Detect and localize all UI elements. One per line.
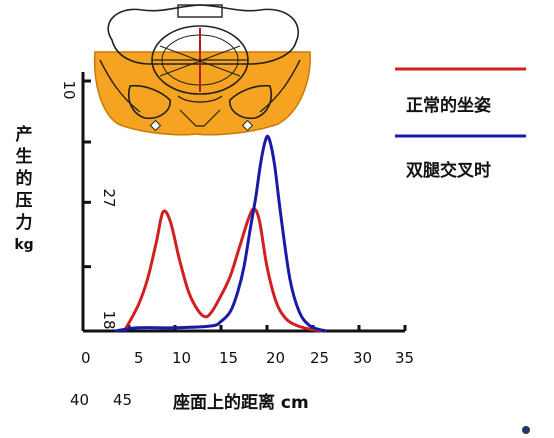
series-line-legs-crossed (114, 134, 328, 333)
x-tick-label: 5 (134, 349, 144, 367)
x-axis-label: 座面上的距离 cm (173, 393, 309, 413)
x-tick-label: 35 (395, 349, 415, 367)
y-tick-marks (83, 79, 91, 269)
slide-dot (522, 426, 530, 434)
x-tick-label: 15 (219, 349, 239, 367)
y-axis-label-char: 生 (15, 147, 33, 167)
legend-label-crossed: 双腿交叉时 (406, 161, 491, 181)
x-extra-label: 40 (70, 391, 90, 409)
series-line-normal-posture (123, 207, 323, 333)
x-tick-label: 0 (81, 349, 91, 367)
x-tick-label: 30 (353, 349, 373, 367)
pelvis-illustration (93, 4, 311, 136)
legend-label-normal: 正常的坐姿 (406, 96, 491, 116)
y-axis-label-unit: kg (14, 237, 34, 253)
y-axis-label-char: 压 (15, 191, 33, 211)
x-tick-label: 10 (172, 349, 192, 367)
y-rotated-label-10: 10 (60, 80, 78, 99)
y-axis-label-char: 力 (15, 213, 33, 233)
y-axis-label: 产 生 的 压 力 kg (12, 124, 36, 256)
y-rotated-label-18: 18 (100, 310, 118, 329)
y-axis-label-char: 产 (15, 125, 33, 145)
y-axis-label-char: 的 (15, 169, 33, 189)
series-layer (114, 134, 328, 333)
x-tick-label: 20 (266, 349, 286, 367)
y-rotated-label-27: 27 (100, 188, 118, 207)
x-extra-label: 45 (113, 391, 133, 409)
x-tick-label: 25 (310, 349, 330, 367)
